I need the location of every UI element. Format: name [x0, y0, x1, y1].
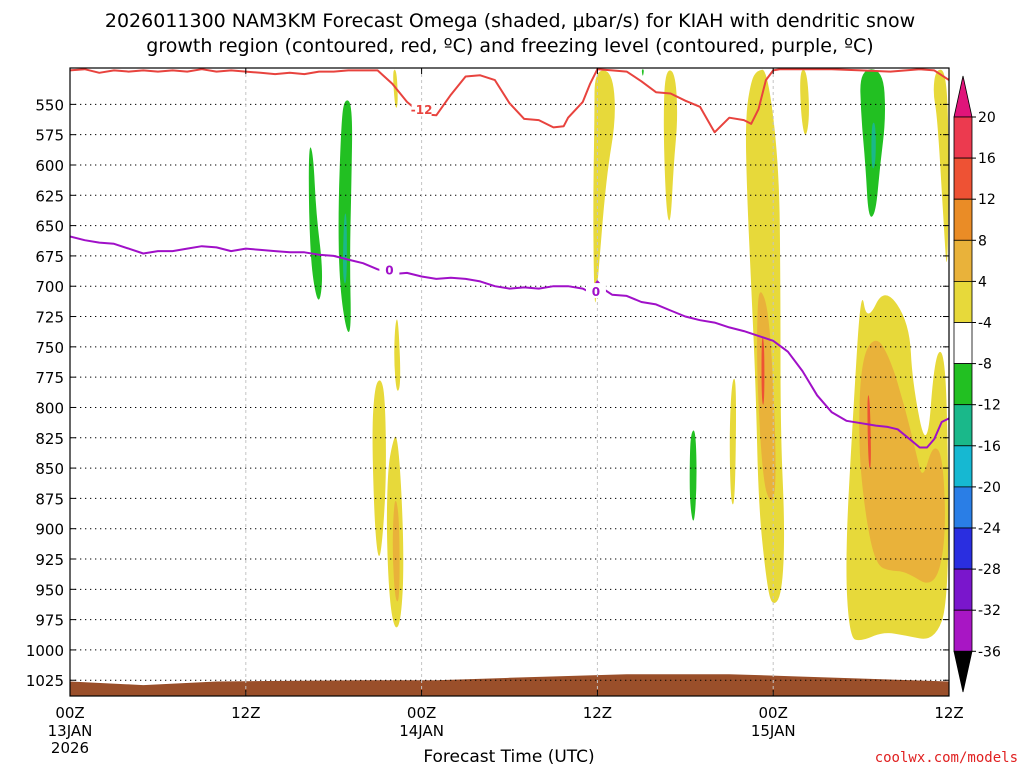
terrain: [70, 674, 949, 696]
colorbar-swatch-5: [953, 322, 973, 364]
contour-labels: 0 0 -12: [379, 101, 606, 299]
colorbar-swatch-7: [953, 404, 973, 447]
y-tick-label-925: 925: [35, 551, 64, 569]
omega-region-3: [394, 319, 401, 391]
colorbar-swatch-2: [953, 198, 973, 241]
colorbar-label-0: 20: [978, 110, 996, 126]
omega-region-22: [343, 213, 347, 284]
y-tick-label-850: 850: [35, 460, 64, 478]
y-tick-label-975: 975: [35, 612, 64, 630]
x-tick-sublabel-0-0: 13JAN: [48, 722, 93, 740]
dgz-contour-label-bg-0: [411, 101, 432, 117]
y-tick-label-625: 625: [35, 187, 64, 205]
x-tick-label-48: 00Z: [759, 704, 788, 722]
y-tick-label-575: 575: [35, 127, 64, 145]
y-tick-label-800: 800: [35, 399, 64, 417]
colorbar-label-7: -12: [978, 398, 1001, 414]
omega-region-18: [859, 340, 945, 583]
omega-region-15: [871, 122, 876, 169]
omega-region-6: [641, 69, 644, 76]
omega-region-2: [392, 500, 400, 602]
freezing-level-label-bg-1: [585, 283, 606, 299]
colorbar-swatch-0: [953, 116, 973, 159]
freezing-level-label-0: 0: [385, 263, 393, 277]
colorbar: 20 16 12 8 4 -4 -8 -12 -16 -20 -24 -28 -32 -36: [953, 75, 1001, 693]
colorbar-swatch-9: [953, 486, 973, 529]
x-tick-sublabel-0-1: 2026: [51, 739, 89, 757]
omega-region-9: [729, 378, 737, 505]
colorbar-label-9: -20: [978, 480, 1001, 496]
y-tick-label-700: 700: [35, 278, 64, 296]
y-tick-label-550: 550: [35, 96, 64, 114]
y-tick-label-825: 825: [35, 430, 64, 448]
colorbar-label-6: -8: [978, 357, 992, 373]
colorbar-label-8: -16: [978, 439, 1001, 455]
freezing-level-label-bg-0: [379, 261, 400, 277]
colorbar-bottom-arrow: [953, 650, 973, 693]
y-tick-label-950: 950: [35, 581, 64, 599]
plot-frame: [69, 67, 950, 697]
colorbar-label-1: 16: [978, 151, 996, 167]
colorbar-top-arrow: [953, 75, 973, 118]
x-tick-label-24: 00Z: [407, 704, 436, 722]
y-tick-label-1025: 1025: [26, 672, 64, 690]
x-tick-sublabel-24-0: 14JAN: [399, 722, 444, 740]
colorbar-swatch-6: [953, 363, 973, 406]
y-tick-label-875: 875: [35, 490, 64, 508]
colorbar-label-2: 12: [978, 192, 996, 208]
colorbar-label-5: -4: [978, 316, 992, 332]
dgz-contour-label-0: -12: [411, 103, 433, 117]
x-tick-label-36: 12Z: [583, 704, 612, 722]
freezing-level-line: [70, 235, 949, 449]
chart-title-line-1: 2026011300 NAM3KM Forecast Omega (shaded…: [105, 10, 915, 32]
colorbar-label-12: -32: [978, 603, 1001, 619]
x-tick-sublabel-48-0: 15JAN: [751, 722, 796, 740]
x-tick-label-12: 12Z: [231, 704, 260, 722]
y-tick-label-650: 650: [35, 218, 64, 236]
colorbar-swatch-4: [953, 280, 973, 323]
omega-region-12: [761, 337, 765, 405]
colorbar-label-11: -28: [978, 562, 1001, 578]
dgz-contour-line: [70, 68, 949, 134]
colorbar-swatch-11: [953, 568, 973, 611]
omega-region-0: [372, 380, 386, 556]
colorbar-swatch-1: [953, 157, 973, 200]
colorbar-label-13: -36: [978, 644, 1001, 660]
chart-title-line-2: growth region (contoured, red, ºC) and f…: [146, 35, 873, 57]
omega-region-5: [593, 70, 615, 303]
x-tick-label-60: 12Z: [934, 704, 963, 722]
contours: [70, 68, 949, 449]
freezing-level-label-1: 0: [592, 285, 600, 299]
y-tick-label-1000: 1000: [26, 642, 64, 660]
colorbar-label-10: -24: [978, 521, 1001, 537]
x-tick-label-0: 00Z: [55, 704, 84, 722]
colorbar-swatch-12: [953, 609, 973, 652]
grid-lines: [70, 68, 949, 696]
credit: coolwx.com/models: [875, 750, 1018, 766]
omega-region-16: [933, 69, 949, 262]
colorbar-swatch-10: [953, 527, 973, 570]
y-tick-label-675: 675: [35, 248, 64, 266]
colorbar-swatch-8: [953, 445, 973, 488]
y-tick-label-900: 900: [35, 521, 64, 539]
omega-region-20: [308, 147, 323, 300]
x-axis-label: Forecast Time (UTC): [423, 747, 594, 767]
omega-shading: [308, 69, 949, 641]
omega-region-13: [800, 69, 809, 135]
y-tick-label-775: 775: [35, 369, 64, 387]
y-tick-label-750: 750: [35, 339, 64, 357]
omega-region-19: [867, 395, 871, 469]
y-tick-label-725: 725: [35, 309, 64, 327]
colorbar-swatch-3: [953, 239, 973, 282]
omega-region-8: [689, 430, 697, 521]
y-tick-label-600: 600: [35, 157, 64, 175]
y-axis: 550 575 600 625 650 675 700 725 750 775 800 825 850 8…: [26, 96, 949, 690]
terrain-fill: [70, 674, 949, 696]
colorbar-label-4: 4: [978, 274, 987, 290]
omega-region-11: [757, 292, 776, 501]
colorbar-label-3: 8: [978, 233, 987, 249]
omega-region-7: [663, 70, 678, 221]
